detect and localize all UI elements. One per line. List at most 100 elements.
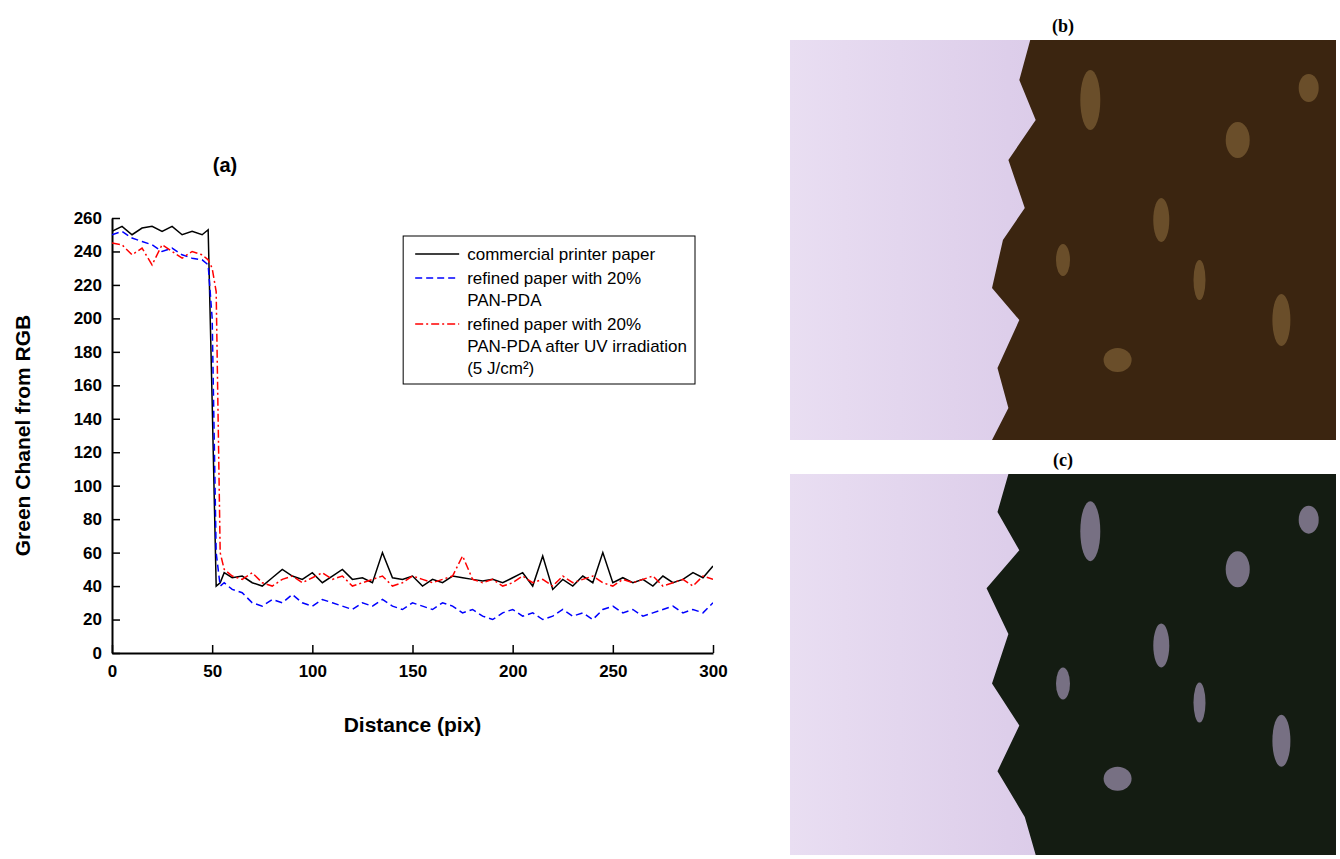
photo-texture xyxy=(1153,623,1169,667)
photo-texture xyxy=(1272,294,1290,346)
tick-mark xyxy=(112,619,120,621)
tick-mark xyxy=(212,645,214,653)
tick-label: 260 xyxy=(74,209,102,228)
photo-dark-region xyxy=(987,474,1336,855)
photo-background xyxy=(790,474,1336,855)
legend-label: refined paper with 20%PAN-PDA after UV i… xyxy=(467,315,687,378)
tick: 140 xyxy=(74,410,120,429)
legend-swatch xyxy=(415,323,459,325)
photo-texture xyxy=(1056,668,1070,700)
tick-mark xyxy=(713,645,715,653)
tick-label: 120 xyxy=(74,443,102,462)
photo-texture xyxy=(1226,551,1250,587)
tick-mark xyxy=(112,318,120,320)
x-axis-title: Distance (pix) xyxy=(344,713,482,736)
tick-mark xyxy=(112,485,120,487)
legend-label: commercial printer paper xyxy=(467,245,655,264)
tick: 100 xyxy=(74,477,120,496)
tick: 240 xyxy=(74,242,120,261)
tick: 40 xyxy=(83,577,120,596)
tick-mark xyxy=(112,251,120,253)
tick-mark xyxy=(312,645,314,653)
legend: commercial printer paper refined paper wi… xyxy=(403,236,695,384)
canvas: (a) 0 50 100 150 200 250 300 0 20 40 60 80 100 120 140 1… xyxy=(0,0,1340,859)
tick-label: 80 xyxy=(83,510,102,529)
tick-mark xyxy=(512,645,514,653)
photo-texture xyxy=(1104,348,1132,372)
tick: 60 xyxy=(83,544,120,563)
photo-texture xyxy=(1194,683,1206,723)
tick: 200 xyxy=(74,309,120,328)
x-axis: 0 50 100 150 200 250 300 xyxy=(108,645,728,681)
tick-label: 0 xyxy=(93,644,102,663)
legend-item: refined paper with 20%PAN-PDA after UV i… xyxy=(415,315,687,378)
panel-label: (a) xyxy=(213,154,237,176)
tick-label: 140 xyxy=(74,410,102,429)
tick: 150 xyxy=(399,645,427,681)
legend-box xyxy=(403,236,695,384)
tick-label: 200 xyxy=(74,309,102,328)
tick: 20 xyxy=(83,610,120,629)
tick-label: 180 xyxy=(74,343,102,362)
photo xyxy=(790,474,1336,855)
tick-label: 300 xyxy=(699,662,727,681)
tick: 220 xyxy=(74,276,120,295)
tick-mark xyxy=(112,385,120,387)
tick-label: 40 xyxy=(83,577,102,596)
series-line xyxy=(112,231,713,619)
tick-label: 100 xyxy=(74,477,102,496)
legend-item: commercial printer paper xyxy=(415,245,655,264)
tick-label: 0 xyxy=(108,662,117,681)
tick-mark xyxy=(112,552,120,554)
tick: 50 xyxy=(203,645,222,681)
y-axis: 0 20 40 60 80 100 120 140 160 180 200 220 240 260 xyxy=(74,209,120,663)
tick-mark xyxy=(112,285,120,287)
photo-texture xyxy=(1104,767,1132,791)
tick: 260 xyxy=(74,209,120,228)
panel-label: (b) xyxy=(1052,16,1074,37)
legend-swatch xyxy=(415,277,459,279)
tick-mark xyxy=(112,653,120,655)
axis-line xyxy=(112,219,114,654)
tick: 80 xyxy=(83,510,120,529)
series-line xyxy=(112,226,713,589)
tick-label: 100 xyxy=(299,662,327,681)
photo-texture xyxy=(1299,506,1319,534)
tick-label: 250 xyxy=(599,662,627,681)
photo-texture xyxy=(1056,244,1070,276)
photo-texture xyxy=(1080,501,1100,561)
photo-texture xyxy=(1153,198,1169,242)
tick-label: 200 xyxy=(499,662,527,681)
photo-texture xyxy=(1226,122,1250,158)
photo xyxy=(790,40,1336,440)
tick: 250 xyxy=(599,645,627,681)
tick-label: 240 xyxy=(74,242,102,261)
tick-mark xyxy=(112,586,120,588)
photo-texture xyxy=(1194,260,1206,300)
tick: 180 xyxy=(74,343,120,362)
tick-label: 150 xyxy=(399,662,427,681)
photo-dark-region xyxy=(992,40,1336,440)
tick: 160 xyxy=(74,376,120,395)
tick-label: 60 xyxy=(83,544,102,563)
photo-texture xyxy=(1272,715,1290,767)
tick-mark xyxy=(112,519,120,521)
tick-label: 220 xyxy=(74,276,102,295)
tick-mark xyxy=(112,452,120,454)
tick-label: 20 xyxy=(83,610,102,629)
legend-swatch xyxy=(415,253,459,255)
tick-label: 160 xyxy=(74,376,102,395)
legend-item: refined paper with 20%PAN-PDA xyxy=(415,269,641,310)
legend-label: refined paper with 20%PAN-PDA xyxy=(467,269,641,310)
panel-label: (c) xyxy=(1053,450,1073,471)
tick-mark xyxy=(112,352,120,354)
y-axis-title: Green Chanel from RGB xyxy=(11,315,34,557)
tick-mark xyxy=(613,645,615,653)
photo-texture xyxy=(1080,70,1100,130)
tick: 120 xyxy=(74,443,120,462)
tick-mark xyxy=(112,218,120,220)
tick: 0 xyxy=(93,644,120,663)
tick-mark xyxy=(112,419,120,421)
plot-lines xyxy=(112,226,713,619)
tick: 200 xyxy=(499,645,527,681)
